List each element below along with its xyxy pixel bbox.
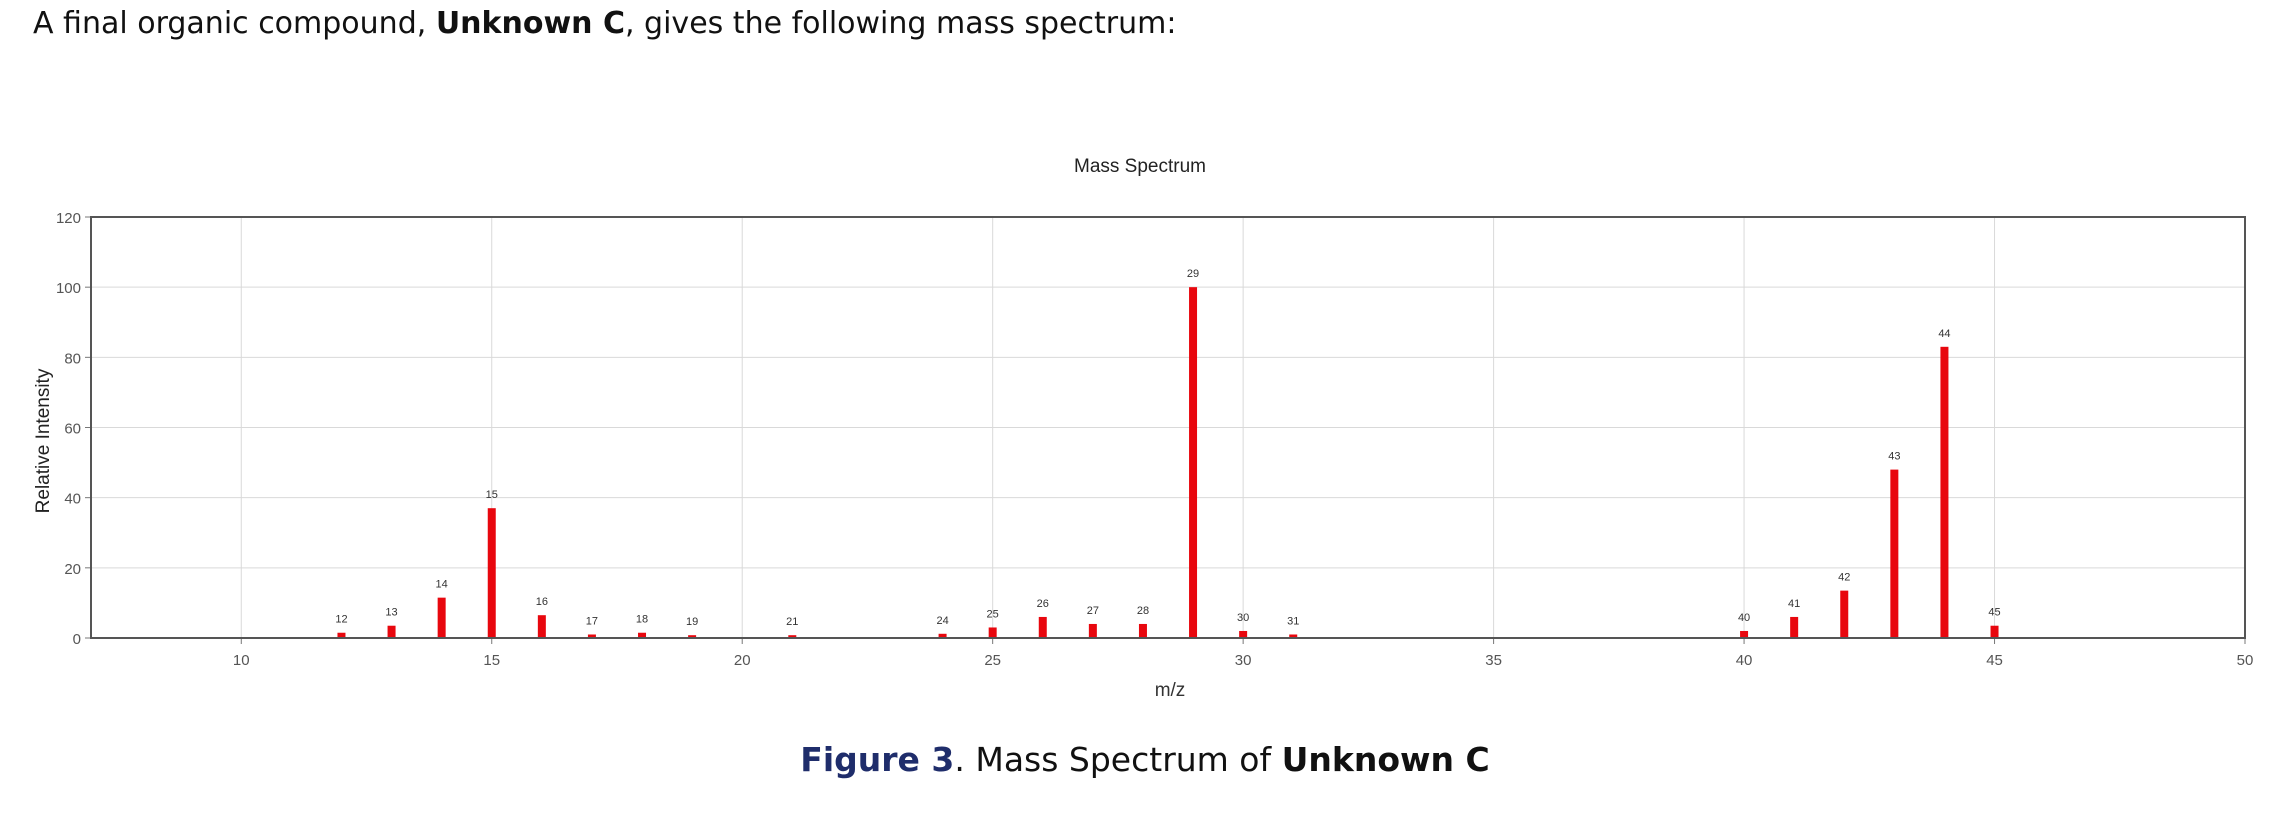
peak-bar-12 <box>337 632 346 638</box>
peak-bar-16 <box>537 615 546 638</box>
peak-label-21: 21 <box>786 616 798 628</box>
peak-bar-14 <box>437 597 446 638</box>
peak-bar-24 <box>938 633 947 638</box>
x-axis-ticks: 10 15 20 25 30 35 40 45 50 <box>233 638 2253 669</box>
peak-bar-25 <box>988 627 997 638</box>
peak-label-25: 25 <box>987 608 999 620</box>
peak-bar-21 <box>788 635 797 638</box>
x-tick-label: 10 <box>233 652 250 669</box>
peak-label-30: 30 <box>1237 612 1249 624</box>
caption-compound: Unknown C <box>1281 740 1490 779</box>
y-tick-label: 20 <box>64 561 81 578</box>
y-tick-label: 60 <box>64 421 81 438</box>
peak-bar-26 <box>1038 616 1047 638</box>
peak-label-44: 44 <box>1938 328 1950 340</box>
peak-bar-30 <box>1239 630 1248 638</box>
y-tick-label: 100 <box>56 280 81 297</box>
peak-bar-44 <box>1940 346 1949 638</box>
peak-label-28: 28 <box>1137 605 1149 617</box>
intro-suffix: , gives the following mass spectrum: <box>624 6 1177 41</box>
peak-bar-18 <box>638 632 647 638</box>
peak-bars <box>337 287 1999 638</box>
peak-label-19: 19 <box>686 616 698 628</box>
peak-bar-19 <box>688 635 697 638</box>
peak-bar-31 <box>1289 634 1298 638</box>
plot-frame <box>90 216 2246 639</box>
x-tick-label: 45 <box>1986 652 2003 669</box>
x-tick-label: 30 <box>1235 652 1252 669</box>
peak-label-14: 14 <box>436 579 448 591</box>
peak-bar-28 <box>1138 623 1147 638</box>
peak-bar-43 <box>1890 469 1899 638</box>
y-tick-label: 120 <box>56 210 81 227</box>
x-tick-label: 35 <box>1485 652 1502 669</box>
peak-bar-29 <box>1189 287 1198 638</box>
peak-label-17: 17 <box>586 615 598 627</box>
chart-title: Mass Spectrum <box>1074 156 1206 177</box>
peak-bar-41 <box>1790 616 1799 638</box>
x-tick-label: 40 <box>1736 652 1753 669</box>
peak-bar-13 <box>387 625 396 638</box>
peak-bar-40 <box>1740 630 1749 638</box>
peak-label-24: 24 <box>936 615 948 627</box>
y-axis-ticks: 0 20 40 60 80 100 120 <box>56 210 91 648</box>
peak-bar-15 <box>487 508 496 638</box>
y-axis-label: Relative Intensity <box>33 368 54 513</box>
caption-text: Mass Spectrum of <box>975 740 1282 779</box>
y-tick-label: 80 <box>64 350 81 367</box>
peak-label-26: 26 <box>1037 598 1049 610</box>
peak-label-31: 31 <box>1287 615 1299 627</box>
peak-label-13: 13 <box>385 607 397 619</box>
peak-bar-45 <box>1990 625 1999 638</box>
x-tick-label: 50 <box>2237 652 2254 669</box>
x-tick-label: 15 <box>483 652 500 669</box>
y-tick-label: 0 <box>73 631 81 648</box>
peak-label-12: 12 <box>335 614 347 626</box>
peak-label-40: 40 <box>1738 612 1750 624</box>
intro-prefix: A final organic compound, <box>33 6 436 41</box>
peak-label-27: 27 <box>1087 605 1099 617</box>
peak-label-18: 18 <box>636 614 648 626</box>
peak-label-29: 29 <box>1187 268 1199 280</box>
intro-compound: Unknown C <box>435 6 625 41</box>
peak-bar-42 <box>1840 590 1849 638</box>
peak-labels: 12 13 14 15 16 17 18 19 21 24 25 26 27 28 29 30 31 40 41 42… <box>335 268 2000 628</box>
caption-figure-label: Figure 3 <box>800 740 955 779</box>
peak-label-42: 42 <box>1838 572 1850 584</box>
peak-label-41: 41 <box>1788 598 1800 610</box>
peak-label-15: 15 <box>486 489 498 501</box>
x-tick-label: 25 <box>984 652 1001 669</box>
x-axis-label: m/z <box>1155 680 1186 701</box>
peak-bar-27 <box>1088 623 1097 638</box>
peak-label-45: 45 <box>1988 607 2000 619</box>
figure-caption: Figure 3. Mass Spectrum of Unknown C <box>0 740 2290 779</box>
peak-label-43: 43 <box>1888 451 1900 463</box>
mass-spectrum-chart: Mass Spectrum 0 20 40 60 80 100 120 10 15 20 25 30… <box>33 156 2253 701</box>
x-tick-label: 20 <box>734 652 751 669</box>
y-tick-label: 40 <box>64 491 81 508</box>
peak-bar-17 <box>587 634 596 638</box>
intro-text: A final organic compound, Unknown C, giv… <box>33 6 1176 41</box>
peak-label-16: 16 <box>536 596 548 608</box>
caption-separator: . <box>954 740 976 779</box>
grid-lines <box>91 216 2246 639</box>
